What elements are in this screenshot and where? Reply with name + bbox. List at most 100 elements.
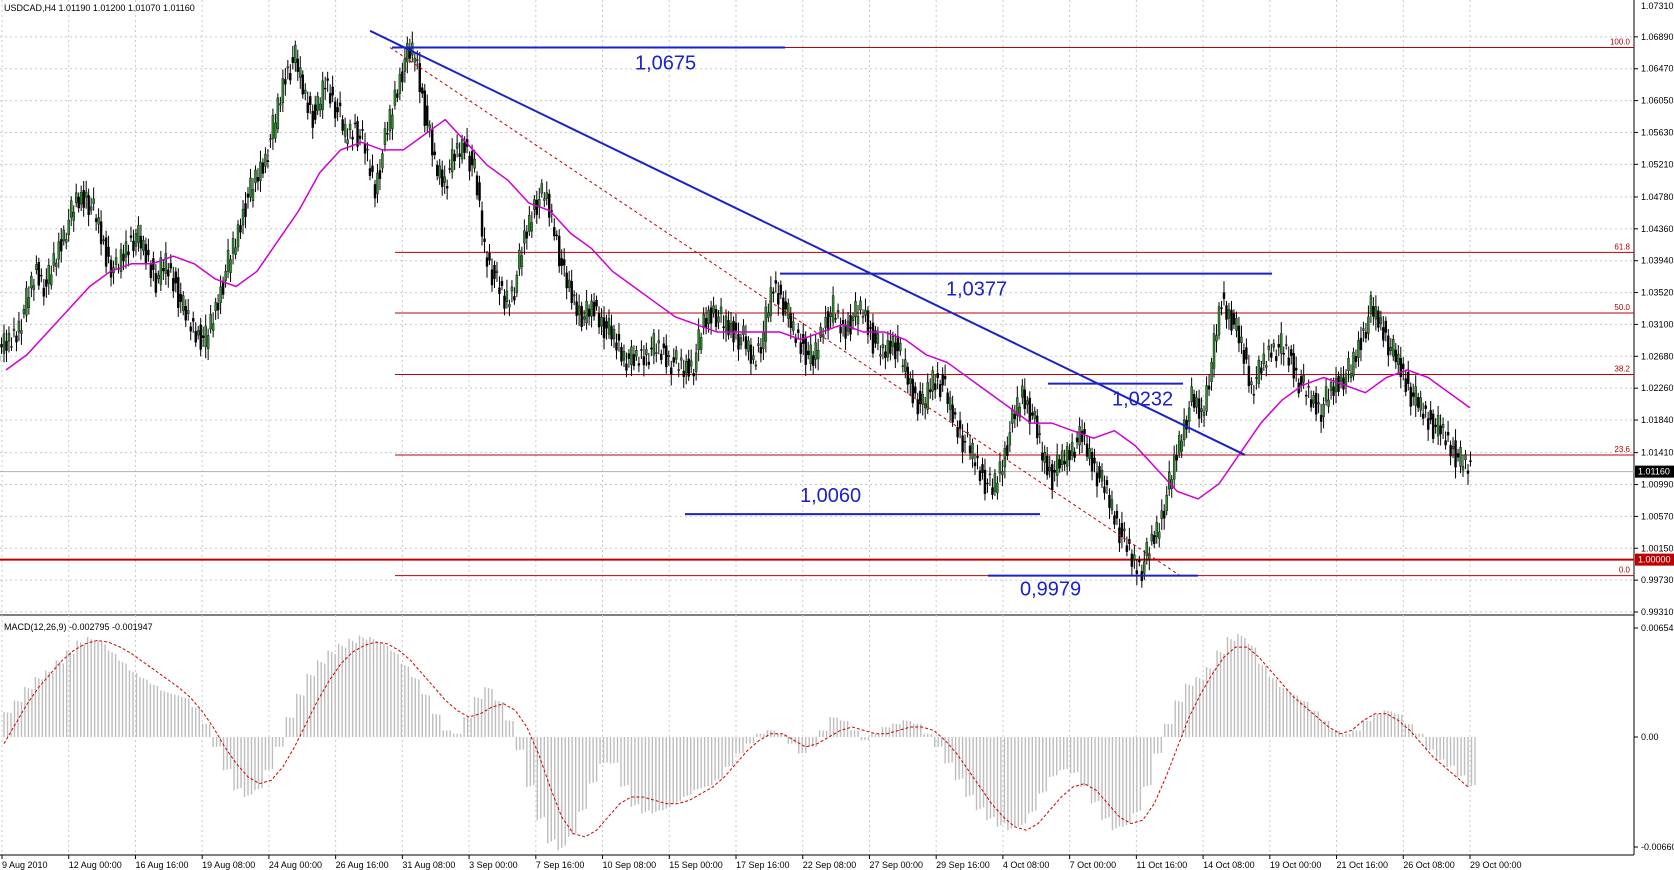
candle-body: [615, 342, 618, 351]
candle-body: [266, 160, 270, 162]
candle-body: [1001, 471, 1004, 475]
candle-body: [1011, 409, 1014, 424]
candle-body: [699, 337, 703, 350]
candle-body: [704, 318, 708, 328]
x-tick-label: 26 Aug 16:00: [336, 860, 389, 870]
candle-body: [1429, 409, 1432, 420]
candle-body: [1088, 448, 1091, 459]
candle-body: [645, 349, 648, 355]
candle-body: [226, 249, 230, 272]
candle-body: [79, 192, 83, 205]
candle-body: [886, 340, 890, 358]
candle-body: [244, 203, 247, 217]
candle-body: [343, 124, 347, 137]
candle-body: [169, 263, 173, 269]
candle-body: [147, 249, 150, 256]
candle-body: [709, 307, 713, 324]
candle-body: [490, 269, 494, 286]
candle-body: [1070, 442, 1074, 456]
candle-body: [1031, 412, 1034, 416]
candle-body: [929, 389, 932, 393]
candle-body: [926, 382, 929, 410]
candle-body: [1130, 553, 1134, 567]
candle-body: [411, 42, 414, 56]
candle-body: [236, 224, 240, 248]
candle-body: [67, 219, 70, 236]
candle-body: [966, 431, 969, 434]
candle-body: [341, 119, 344, 131]
candle-body: [953, 412, 957, 415]
y-tick-label: 1.00990: [1641, 480, 1674, 490]
candle-body: [1392, 339, 1395, 357]
candle-body: [62, 229, 65, 242]
candle-body: [443, 176, 446, 183]
candle-body: [824, 317, 827, 328]
candle-body: [189, 326, 192, 332]
candle-body: [1352, 351, 1355, 377]
candle-body: [1454, 440, 1457, 468]
candle-body: [814, 342, 817, 360]
candle-body: [22, 309, 26, 315]
candle-body: [752, 355, 755, 360]
x-tick-label: 3 Sep 00:00: [469, 860, 518, 870]
candle-body: [194, 331, 197, 343]
candle-body: [1287, 357, 1290, 366]
candle-body: [981, 464, 984, 473]
candle-body: [1294, 367, 1298, 371]
candle-body: [971, 442, 974, 459]
candle-body: [1332, 386, 1335, 396]
candle-body: [301, 74, 304, 95]
candle-body: [767, 312, 770, 318]
candle-body: [1026, 400, 1029, 405]
candle-body: [754, 364, 758, 367]
candle-body: [75, 192, 78, 203]
candle-body: [159, 257, 163, 285]
candle-body: [438, 165, 441, 179]
candle-body: [1439, 425, 1442, 435]
candle-body: [401, 71, 404, 83]
candle-body: [122, 253, 125, 262]
candle-body: [1329, 382, 1333, 391]
candle-body: [565, 272, 568, 289]
candle-body: [174, 271, 178, 284]
candle-body: [1434, 424, 1437, 428]
candle-body: [436, 164, 439, 176]
candle-body: [403, 58, 407, 72]
candle-body: [398, 74, 402, 94]
candle-body: [719, 306, 723, 315]
candle-body: [1260, 367, 1263, 374]
candle-body: [1441, 424, 1445, 428]
candle-body: [951, 404, 954, 423]
candle-body: [722, 326, 725, 329]
candle-body: [570, 280, 573, 304]
candle-body: [206, 335, 210, 349]
candle-body: [672, 357, 675, 363]
candle-body: [1317, 402, 1320, 405]
candle-body: [1225, 305, 1228, 320]
support-price-box: [1635, 553, 1674, 566]
candle-body: [866, 310, 870, 335]
candle-body: [1342, 377, 1345, 390]
candle-body: [274, 122, 277, 139]
candle-body: [602, 317, 606, 339]
candle-body: [1202, 412, 1206, 416]
candle-body: [901, 365, 905, 367]
candle-body: [65, 239, 68, 243]
candle-body: [137, 225, 140, 243]
candle-body: [936, 373, 939, 379]
candle-body: [1404, 378, 1407, 392]
candle-body: [1155, 522, 1158, 538]
candle-body: [172, 277, 175, 292]
fib-label: 23.6: [1614, 445, 1630, 454]
candle-body: [388, 109, 392, 132]
candle-body: [1247, 365, 1251, 387]
candle-body: [99, 221, 103, 245]
candle-body: [558, 235, 561, 267]
candle-body: [630, 346, 633, 365]
candle-body: [1282, 353, 1285, 355]
fib-label: 50.0: [1614, 303, 1630, 312]
x-tick-label: 31 Aug 08:00: [402, 860, 455, 870]
candle-body: [1237, 325, 1241, 344]
candle-body: [129, 235, 133, 238]
